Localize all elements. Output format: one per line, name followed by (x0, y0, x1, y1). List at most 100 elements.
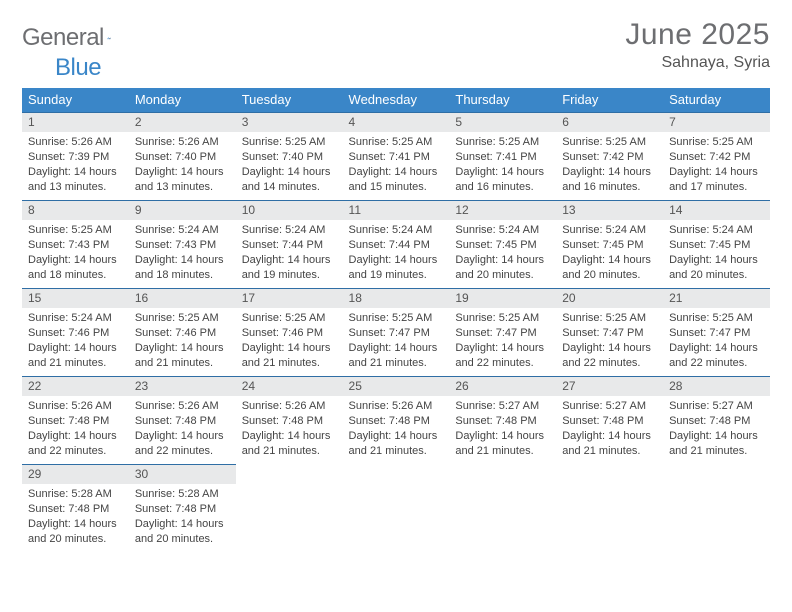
calendar-week-row: 22Sunrise: 5:26 AMSunset: 7:48 PMDayligh… (22, 376, 770, 464)
day-body: Sunrise: 5:25 AMSunset: 7:47 PMDaylight:… (556, 308, 663, 374)
calendar-day-cell: 16Sunrise: 5:25 AMSunset: 7:46 PMDayligh… (129, 288, 236, 376)
logo-sails-icon (107, 29, 111, 47)
day-body: Sunrise: 5:24 AMSunset: 7:43 PMDaylight:… (129, 220, 236, 286)
day-body: Sunrise: 5:25 AMSunset: 7:40 PMDaylight:… (236, 132, 343, 198)
calendar-day-cell: 26Sunrise: 5:27 AMSunset: 7:48 PMDayligh… (449, 376, 556, 464)
calendar-day-cell: 25Sunrise: 5:26 AMSunset: 7:48 PMDayligh… (343, 376, 450, 464)
calendar-day-cell: 10Sunrise: 5:24 AMSunset: 7:44 PMDayligh… (236, 200, 343, 288)
day-number: 20 (556, 288, 663, 308)
logo-text-general: General (22, 24, 104, 52)
day-body: Sunrise: 5:28 AMSunset: 7:48 PMDaylight:… (129, 484, 236, 550)
day-number: 8 (22, 200, 129, 220)
calendar-day-cell: 14Sunrise: 5:24 AMSunset: 7:45 PMDayligh… (663, 200, 770, 288)
day-body: Sunrise: 5:25 AMSunset: 7:47 PMDaylight:… (663, 308, 770, 374)
day-number: 18 (343, 288, 450, 308)
location: Sahnaya, Syria (625, 54, 770, 72)
day-body: Sunrise: 5:27 AMSunset: 7:48 PMDaylight:… (556, 396, 663, 462)
calendar-week-row: 1Sunrise: 5:26 AMSunset: 7:39 PMDaylight… (22, 112, 770, 200)
calendar-day-cell (556, 464, 663, 552)
day-number: 24 (236, 376, 343, 396)
day-body: Sunrise: 5:26 AMSunset: 7:48 PMDaylight:… (343, 396, 450, 462)
calendar-day-cell: 3Sunrise: 5:25 AMSunset: 7:40 PMDaylight… (236, 112, 343, 200)
calendar-day-cell: 7Sunrise: 5:25 AMSunset: 7:42 PMDaylight… (663, 112, 770, 200)
calendar-week-row: 15Sunrise: 5:24 AMSunset: 7:46 PMDayligh… (22, 288, 770, 376)
day-number: 28 (663, 376, 770, 396)
calendar-day-cell: 20Sunrise: 5:25 AMSunset: 7:47 PMDayligh… (556, 288, 663, 376)
calendar-day-cell: 9Sunrise: 5:24 AMSunset: 7:43 PMDaylight… (129, 200, 236, 288)
day-body: Sunrise: 5:25 AMSunset: 7:42 PMDaylight:… (556, 132, 663, 198)
calendar-day-cell: 23Sunrise: 5:26 AMSunset: 7:48 PMDayligh… (129, 376, 236, 464)
day-number: 5 (449, 112, 556, 132)
day-body: Sunrise: 5:26 AMSunset: 7:40 PMDaylight:… (129, 132, 236, 198)
day-body: Sunrise: 5:26 AMSunset: 7:48 PMDaylight:… (22, 396, 129, 462)
calendar-day-cell: 22Sunrise: 5:26 AMSunset: 7:48 PMDayligh… (22, 376, 129, 464)
day-number: 7 (663, 112, 770, 132)
day-body: Sunrise: 5:24 AMSunset: 7:44 PMDaylight:… (343, 220, 450, 286)
day-number: 30 (129, 464, 236, 484)
day-header: Sunday (22, 88, 129, 112)
day-body: Sunrise: 5:27 AMSunset: 7:48 PMDaylight:… (449, 396, 556, 462)
calendar-day-cell: 24Sunrise: 5:26 AMSunset: 7:48 PMDayligh… (236, 376, 343, 464)
day-number: 17 (236, 288, 343, 308)
day-number: 1 (22, 112, 129, 132)
calendar-day-cell: 4Sunrise: 5:25 AMSunset: 7:41 PMDaylight… (343, 112, 450, 200)
day-body: Sunrise: 5:25 AMSunset: 7:41 PMDaylight:… (343, 132, 450, 198)
calendar-day-cell: 13Sunrise: 5:24 AMSunset: 7:45 PMDayligh… (556, 200, 663, 288)
calendar-day-cell: 27Sunrise: 5:27 AMSunset: 7:48 PMDayligh… (556, 376, 663, 464)
day-number: 2 (129, 112, 236, 132)
day-header: Monday (129, 88, 236, 112)
day-body: Sunrise: 5:24 AMSunset: 7:45 PMDaylight:… (663, 220, 770, 286)
day-body: Sunrise: 5:28 AMSunset: 7:48 PMDaylight:… (22, 484, 129, 550)
day-number: 22 (22, 376, 129, 396)
calendar-day-cell: 5Sunrise: 5:25 AMSunset: 7:41 PMDaylight… (449, 112, 556, 200)
day-body: Sunrise: 5:25 AMSunset: 7:47 PMDaylight:… (449, 308, 556, 374)
day-body: Sunrise: 5:26 AMSunset: 7:39 PMDaylight:… (22, 132, 129, 198)
day-number: 3 (236, 112, 343, 132)
calendar-day-cell: 30Sunrise: 5:28 AMSunset: 7:48 PMDayligh… (129, 464, 236, 552)
day-number: 25 (343, 376, 450, 396)
day-body: Sunrise: 5:25 AMSunset: 7:43 PMDaylight:… (22, 220, 129, 286)
calendar-day-cell: 8Sunrise: 5:25 AMSunset: 7:43 PMDaylight… (22, 200, 129, 288)
day-number: 26 (449, 376, 556, 396)
day-number: 19 (449, 288, 556, 308)
day-body: Sunrise: 5:24 AMSunset: 7:45 PMDaylight:… (556, 220, 663, 286)
day-body: Sunrise: 5:24 AMSunset: 7:44 PMDaylight:… (236, 220, 343, 286)
logo-text-blue: Blue (55, 54, 101, 81)
calendar-day-cell: 21Sunrise: 5:25 AMSunset: 7:47 PMDayligh… (663, 288, 770, 376)
day-number: 9 (129, 200, 236, 220)
month-title: June 2025 (625, 18, 770, 52)
day-header: Friday (556, 88, 663, 112)
day-header-row: SundayMondayTuesdayWednesdayThursdayFrid… (22, 88, 770, 112)
day-number: 29 (22, 464, 129, 484)
calendar-day-cell: 6Sunrise: 5:25 AMSunset: 7:42 PMDaylight… (556, 112, 663, 200)
day-number: 10 (236, 200, 343, 220)
day-body: Sunrise: 5:25 AMSunset: 7:47 PMDaylight:… (343, 308, 450, 374)
day-body: Sunrise: 5:25 AMSunset: 7:46 PMDaylight:… (236, 308, 343, 374)
day-header: Wednesday (343, 88, 450, 112)
day-header: Thursday (449, 88, 556, 112)
calendar-day-cell: 15Sunrise: 5:24 AMSunset: 7:46 PMDayligh… (22, 288, 129, 376)
day-number: 6 (556, 112, 663, 132)
calendar-day-cell: 18Sunrise: 5:25 AMSunset: 7:47 PMDayligh… (343, 288, 450, 376)
day-number: 16 (129, 288, 236, 308)
calendar-day-cell (343, 464, 450, 552)
calendar-day-cell: 28Sunrise: 5:27 AMSunset: 7:48 PMDayligh… (663, 376, 770, 464)
calendar-day-cell (449, 464, 556, 552)
calendar-day-cell: 19Sunrise: 5:25 AMSunset: 7:47 PMDayligh… (449, 288, 556, 376)
day-number: 21 (663, 288, 770, 308)
title-block: June 2025 Sahnaya, Syria (625, 18, 770, 72)
day-number: 15 (22, 288, 129, 308)
calendar-day-cell (236, 464, 343, 552)
calendar-table: SundayMondayTuesdayWednesdayThursdayFrid… (22, 88, 770, 552)
day-number: 14 (663, 200, 770, 220)
calendar-week-row: 8Sunrise: 5:25 AMSunset: 7:43 PMDaylight… (22, 200, 770, 288)
calendar-day-cell: 11Sunrise: 5:24 AMSunset: 7:44 PMDayligh… (343, 200, 450, 288)
day-body: Sunrise: 5:24 AMSunset: 7:45 PMDaylight:… (449, 220, 556, 286)
calendar-week-row: 29Sunrise: 5:28 AMSunset: 7:48 PMDayligh… (22, 464, 770, 552)
day-body: Sunrise: 5:25 AMSunset: 7:41 PMDaylight:… (449, 132, 556, 198)
day-number: 23 (129, 376, 236, 396)
day-body: Sunrise: 5:27 AMSunset: 7:48 PMDaylight:… (663, 396, 770, 462)
day-body: Sunrise: 5:24 AMSunset: 7:46 PMDaylight:… (22, 308, 129, 374)
day-body: Sunrise: 5:25 AMSunset: 7:42 PMDaylight:… (663, 132, 770, 198)
logo: General (22, 24, 132, 52)
